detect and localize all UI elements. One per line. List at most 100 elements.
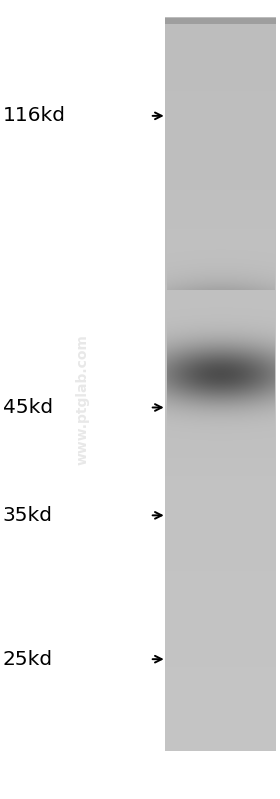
Bar xyxy=(165,508,276,513)
Bar xyxy=(165,556,276,560)
Bar xyxy=(165,589,276,594)
Bar xyxy=(165,149,276,153)
Bar xyxy=(165,83,276,87)
Bar xyxy=(165,651,276,656)
Bar xyxy=(165,105,276,109)
Bar xyxy=(165,42,276,47)
Bar xyxy=(165,607,276,612)
Bar xyxy=(165,585,276,590)
Bar xyxy=(165,732,276,737)
Bar xyxy=(165,504,276,509)
Bar xyxy=(165,603,276,608)
Bar xyxy=(165,674,276,678)
Bar xyxy=(165,372,276,377)
Bar xyxy=(165,185,276,190)
Bar xyxy=(165,270,276,274)
Bar xyxy=(165,197,276,201)
Bar xyxy=(165,593,276,597)
Bar xyxy=(165,531,276,535)
Bar xyxy=(165,277,276,281)
Bar xyxy=(165,18,276,24)
Bar xyxy=(165,31,276,36)
Bar xyxy=(165,201,276,205)
Bar xyxy=(165,534,276,539)
Bar xyxy=(165,559,276,564)
Text: www.ptglab.com: www.ptglab.com xyxy=(76,334,90,465)
Bar xyxy=(165,666,276,670)
Bar xyxy=(165,280,276,285)
Bar xyxy=(165,307,276,311)
Bar xyxy=(165,57,276,62)
Bar xyxy=(165,145,276,149)
Bar xyxy=(165,284,276,289)
Bar xyxy=(165,633,276,638)
Bar xyxy=(165,54,276,58)
Bar xyxy=(165,358,276,362)
Bar xyxy=(165,233,276,237)
Bar xyxy=(165,563,276,567)
Bar xyxy=(165,453,276,458)
Bar xyxy=(165,120,276,124)
Bar xyxy=(165,193,276,197)
Bar xyxy=(165,259,276,264)
Bar xyxy=(165,347,276,352)
Bar xyxy=(165,640,276,645)
Bar xyxy=(165,248,276,252)
Bar xyxy=(165,413,276,417)
Bar xyxy=(165,17,276,22)
Bar xyxy=(165,702,276,707)
Bar xyxy=(165,182,276,186)
Bar xyxy=(165,211,276,216)
Bar xyxy=(165,328,276,333)
Bar xyxy=(165,699,276,703)
Bar xyxy=(165,292,276,296)
Bar xyxy=(165,515,276,520)
Bar xyxy=(165,344,276,348)
Bar xyxy=(165,574,276,578)
Bar xyxy=(165,483,276,487)
Bar xyxy=(165,450,276,454)
Bar xyxy=(165,61,276,66)
Bar xyxy=(165,388,276,392)
Bar xyxy=(165,50,276,54)
Bar xyxy=(165,101,276,105)
Bar xyxy=(165,600,276,604)
Bar xyxy=(165,215,276,219)
Bar xyxy=(165,24,276,29)
Bar xyxy=(165,299,276,304)
Bar xyxy=(165,596,276,601)
Bar xyxy=(165,72,276,76)
Bar xyxy=(165,442,276,447)
Bar xyxy=(165,109,276,113)
Bar xyxy=(165,178,276,183)
Bar xyxy=(165,647,276,652)
Bar xyxy=(165,710,276,714)
Bar xyxy=(165,189,276,193)
Bar xyxy=(165,303,276,308)
Bar xyxy=(165,714,276,718)
Bar xyxy=(165,123,276,128)
Bar xyxy=(165,479,276,483)
Bar xyxy=(165,68,276,73)
Bar xyxy=(165,471,276,476)
Bar xyxy=(165,134,276,138)
Bar xyxy=(165,406,276,410)
Bar xyxy=(165,380,276,384)
Bar xyxy=(165,75,276,80)
Bar xyxy=(165,611,276,615)
Bar xyxy=(165,662,276,666)
Bar xyxy=(165,171,276,175)
Bar xyxy=(165,218,276,223)
Bar xyxy=(165,402,276,407)
Bar xyxy=(165,570,276,575)
Bar xyxy=(165,460,276,465)
Bar xyxy=(165,229,276,234)
Bar xyxy=(165,65,276,69)
Bar xyxy=(165,395,276,399)
Bar xyxy=(165,725,276,729)
Bar xyxy=(165,746,276,751)
Bar xyxy=(165,541,276,546)
Bar xyxy=(165,263,276,267)
Text: 45kd: 45kd xyxy=(3,398,53,417)
Bar xyxy=(165,86,276,91)
